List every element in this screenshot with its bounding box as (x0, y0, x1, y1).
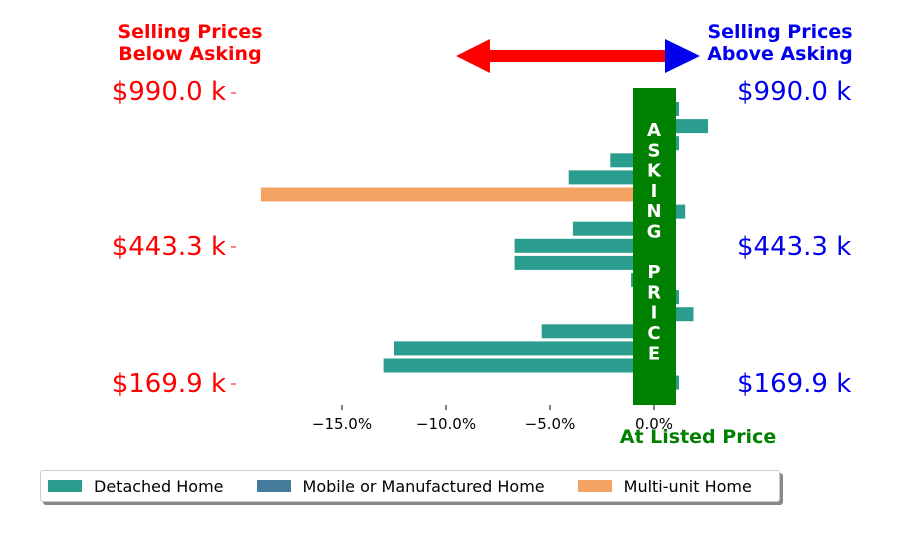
y-tick-marks (231, 92, 236, 385)
above-asking-heading: Selling Prices Above Asking (680, 21, 880, 65)
asking-letter-1: S (648, 140, 661, 161)
asking-price-bar (633, 88, 676, 405)
legend-item-mobile: Mobile or Manufactured Home (256, 476, 545, 496)
below-asking-line2: Below Asking (118, 43, 262, 65)
legend-label-detached: Detached Home (94, 476, 224, 496)
price-label-right-top: $990.0 k (737, 77, 852, 107)
legend-label-mobile: Mobile or Manufactured Home (302, 476, 545, 496)
arrow-head-right (665, 39, 700, 73)
asking-letter-2: K (647, 161, 662, 182)
asking-letter-11: E (648, 343, 660, 364)
asking-letter-0: A (647, 120, 661, 141)
arrow-head-left (456, 39, 490, 73)
bar-9 (514, 255, 654, 270)
below-asking-heading: Selling Prices Below Asking (90, 21, 290, 65)
price-label-right-bottom: $169.9 k (737, 369, 852, 399)
price-label-left-middle: $443.3 k (111, 232, 226, 262)
arrow-shaft-red (488, 50, 665, 62)
legend-swatch-mobile (256, 480, 291, 492)
x-tick-label-0: −15.0% (312, 415, 372, 433)
x-tick-label-1: −10.0% (416, 415, 476, 433)
legend-label-multiunit: Multi-unit Home (623, 476, 752, 496)
legend: Detached Home Mobile or Manufactured Hom… (40, 470, 780, 502)
asking-letter-8: R (647, 282, 661, 303)
legend-swatch-detached (48, 480, 82, 492)
asking-letter-3: I (651, 181, 658, 202)
asking-letter-5: G (647, 222, 662, 243)
below-asking-line1: Selling Prices (117, 21, 263, 43)
price-label-left-bottom: $169.9 k (111, 369, 226, 399)
price-label-right-middle: $443.3 k (737, 232, 852, 262)
asking-letter-4: N (646, 201, 661, 222)
bar-4 (568, 170, 654, 185)
asking-letter-7: P (647, 262, 660, 283)
direction-arrow (456, 39, 700, 73)
price-label-left-top: $990.0 k (111, 77, 226, 107)
x-tick-label-3: 0.0% (635, 415, 673, 433)
legend-item-detached: Detached Home (48, 477, 224, 496)
above-asking-line2: Above Asking (707, 43, 853, 65)
x-tick-label-2: −5.0% (525, 415, 576, 433)
bar-13 (541, 324, 654, 339)
bar-8 (514, 238, 654, 253)
at-listed-price-label: At Listed Price (619, 426, 777, 448)
x-axis: −15.0% −10.0% −5.0% 0.0% (312, 405, 673, 433)
bar-5 (260, 187, 654, 202)
bar-15 (383, 358, 654, 373)
above-asking-line1: Selling Prices (707, 21, 853, 43)
legend-swatch-multiunit (577, 480, 612, 492)
legend-item-multiunit: Multi-unit Home (577, 476, 752, 496)
bar-14 (394, 341, 654, 356)
asking-letter-9: I (651, 303, 658, 324)
asking-letter-10: C (647, 323, 660, 344)
